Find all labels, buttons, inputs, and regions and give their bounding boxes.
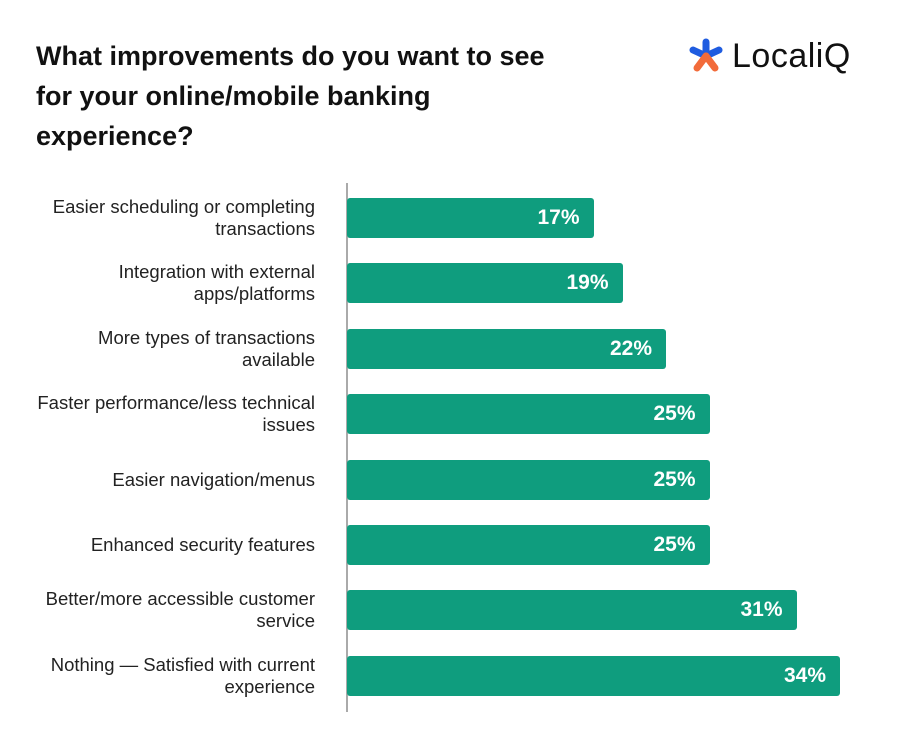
bar [347, 394, 710, 435]
value-label: 25% [653, 467, 696, 491]
axis-line [346, 183, 348, 712]
logo: LocaliQ [688, 36, 851, 76]
value-label: 31% [740, 598, 783, 622]
logo-text: LocaliQ [732, 36, 851, 75]
category-label: Nothing — Satisfied with current experie… [50, 653, 315, 697]
category-label: Easier scheduling or completing transact… [52, 196, 315, 239]
bar [347, 525, 710, 565]
value-label: 25% [653, 533, 696, 556]
value-label: 22% [609, 336, 652, 360]
chart-title: What improvements do you want to see for… [36, 41, 545, 151]
category-label: Faster performance/less technical issues [37, 392, 315, 436]
bar [347, 590, 797, 631]
bar [347, 459, 710, 500]
bar [347, 198, 594, 238]
category-label: Better/more accessible customer service [45, 588, 315, 632]
value-label: 34% [783, 663, 826, 687]
value-label: 17% [537, 206, 580, 229]
category-label: More types of transactions available [98, 326, 315, 370]
category-label: Integration with external apps/platforms [118, 261, 315, 305]
category-label: Enhanced security features [90, 534, 315, 555]
bar [347, 655, 840, 696]
bar [347, 328, 666, 369]
bar [347, 263, 623, 304]
value-label: 25% [653, 402, 696, 426]
value-label: 19% [566, 271, 609, 295]
category-label: Easier navigation/menus [112, 468, 315, 490]
logo-icon [689, 38, 723, 72]
